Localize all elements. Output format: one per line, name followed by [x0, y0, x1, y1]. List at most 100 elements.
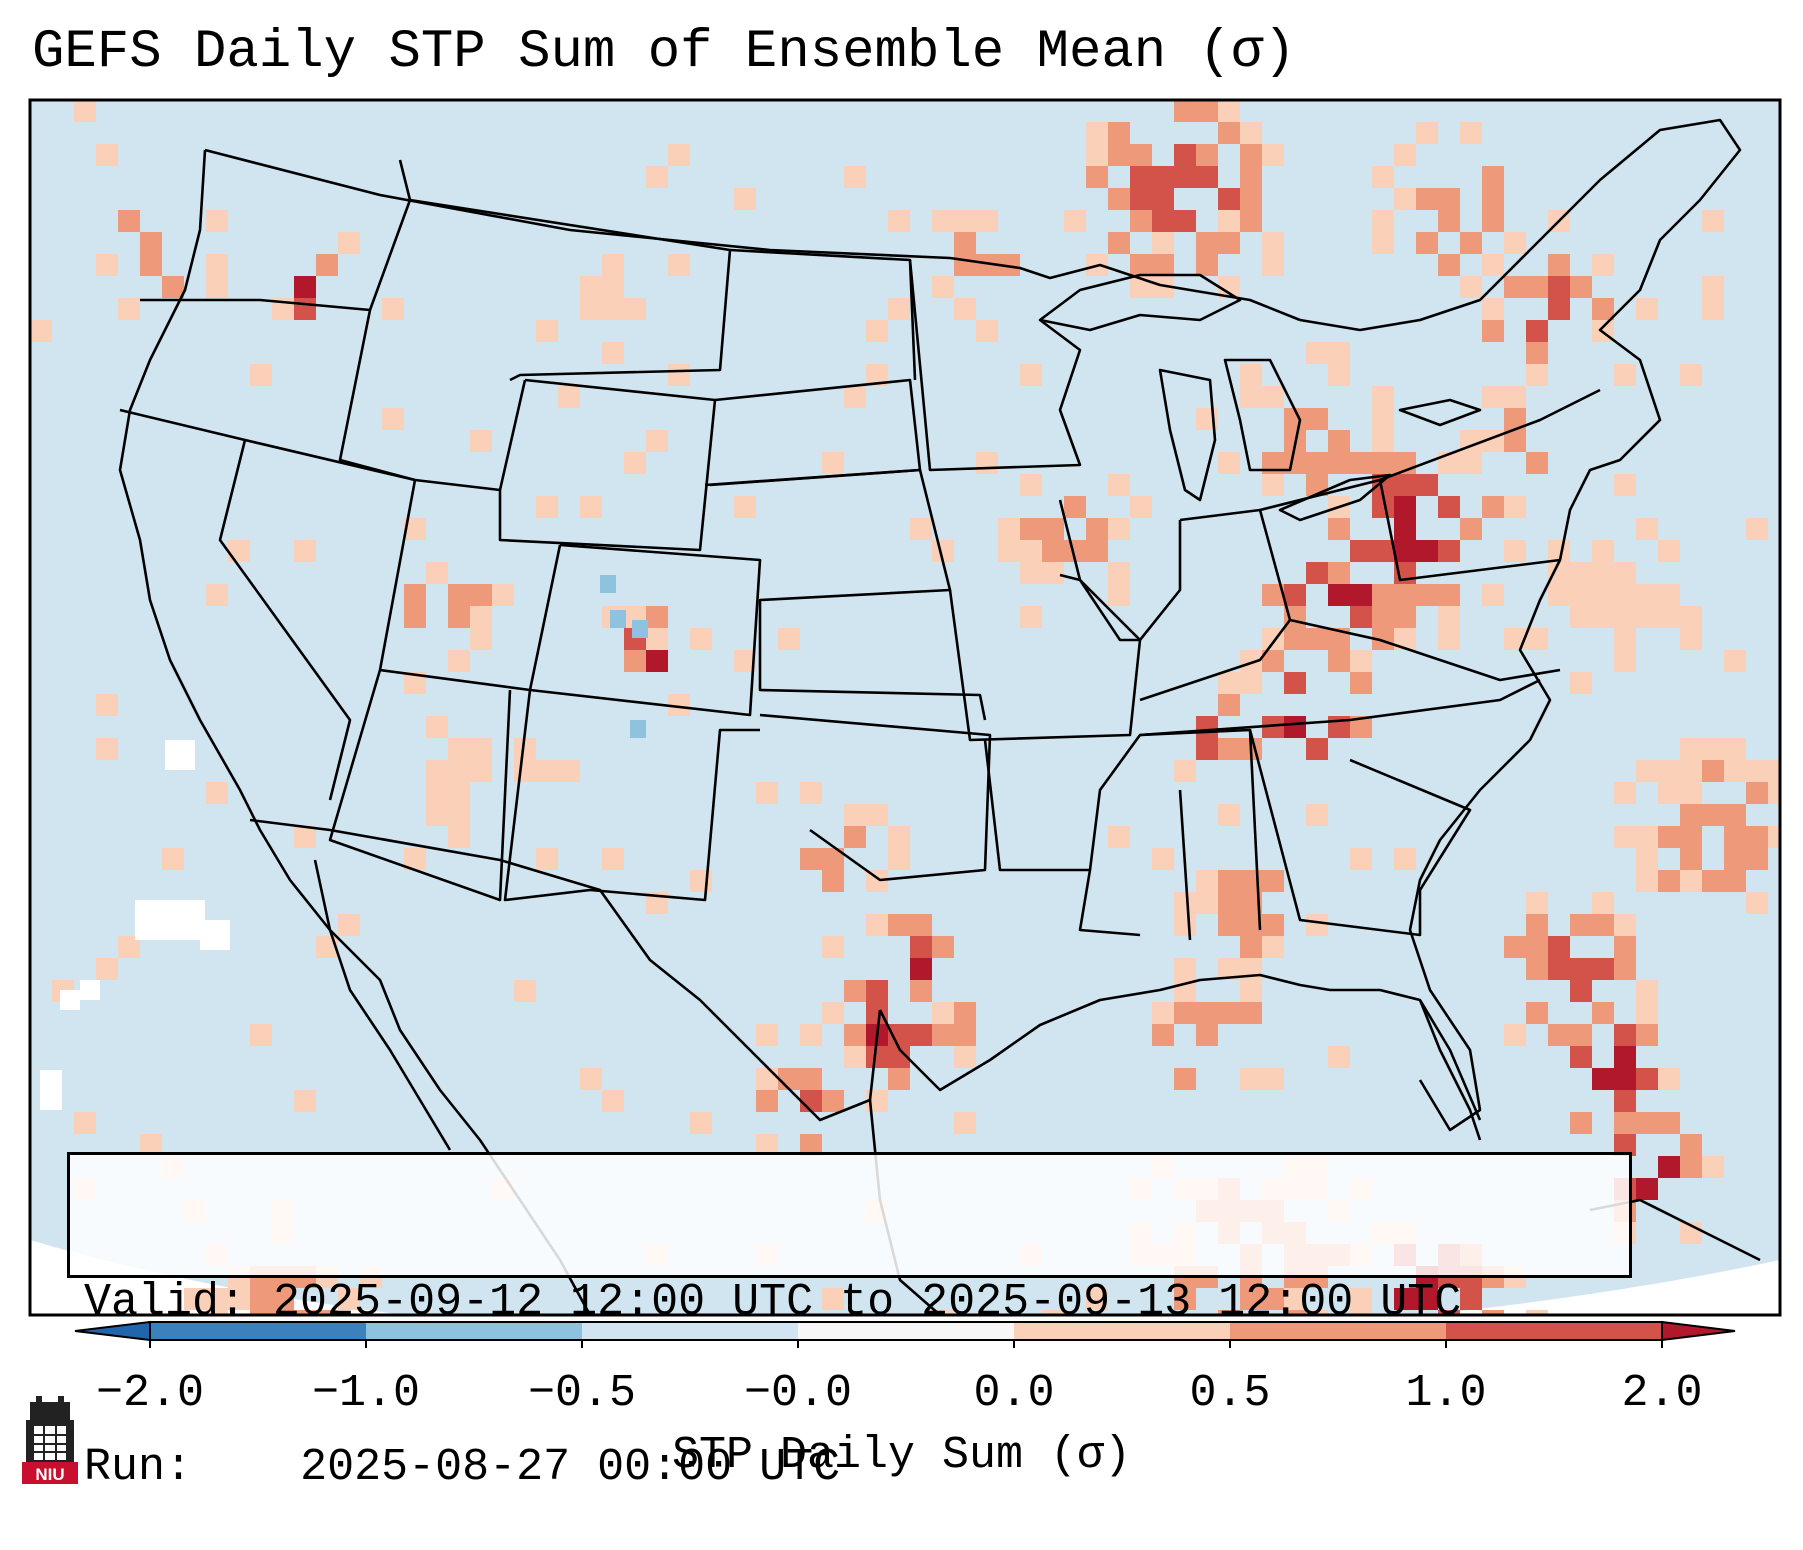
stp-cell — [426, 760, 448, 782]
lake-ontario — [1398, 398, 1482, 427]
stp-cell — [1152, 188, 1174, 210]
stp-cell — [1020, 562, 1042, 584]
stp-cell — [1636, 518, 1658, 540]
colorbar-segment — [1230, 1322, 1446, 1340]
stp-cell — [1724, 848, 1746, 870]
stp-cell — [888, 1024, 910, 1046]
stp-cell — [976, 254, 998, 276]
stp-cell — [1548, 254, 1570, 276]
stp-cell — [1592, 606, 1614, 628]
stp-cell — [778, 1068, 800, 1090]
stp-cell — [1636, 1002, 1658, 1024]
stp-cell — [646, 628, 668, 650]
stp-cell — [1570, 276, 1592, 298]
stp-cell — [910, 914, 932, 936]
stp-cell — [1482, 496, 1504, 518]
stp-cell — [734, 650, 756, 672]
stp-cell — [1592, 1068, 1614, 1090]
stp-cell — [1570, 1046, 1592, 1068]
stp-cell — [1174, 1288, 1196, 1310]
stp-cell — [1196, 738, 1218, 760]
state-boundaries — [118, 118, 1761, 1315]
stp-cell — [1592, 584, 1614, 606]
stp-cell — [1702, 210, 1724, 232]
stp-cell — [1614, 1024, 1636, 1046]
stp-cell — [206, 210, 228, 232]
stp-cell — [1702, 804, 1724, 826]
stp-cell — [558, 760, 580, 782]
stp-cell — [1152, 1024, 1174, 1046]
stp-cell — [1636, 298, 1658, 320]
stp-cell — [1328, 342, 1350, 364]
stp-cell — [1262, 914, 1284, 936]
stp-cell — [580, 1068, 602, 1090]
stp-cell — [1504, 936, 1526, 958]
stp-cell — [1438, 188, 1460, 210]
stp-cell — [1570, 1024, 1592, 1046]
stp-cell — [1196, 892, 1218, 914]
stp-cell — [1372, 452, 1394, 474]
colorbar-segment — [582, 1322, 798, 1340]
stp-cell — [470, 584, 492, 606]
stp-cell — [1262, 584, 1284, 606]
stp-cell — [1042, 518, 1064, 540]
stp-cell — [1768, 760, 1780, 782]
stp-cell — [1504, 408, 1526, 430]
stp-cell — [404, 518, 426, 540]
stp-cell — [1108, 188, 1130, 210]
stp-cell — [1086, 144, 1108, 166]
run-row: Run: 2025-08-27 00:00 UTC — [84, 1440, 1615, 1495]
stp-cell — [822, 1288, 844, 1310]
stp-cell — [1614, 584, 1636, 606]
stp-cell — [294, 826, 316, 848]
stp-cell — [1702, 870, 1724, 892]
stp-cell — [844, 980, 866, 1002]
stp-cell — [1196, 1002, 1218, 1024]
tick-label: −1.0 — [311, 1368, 421, 1419]
stp-cell — [404, 672, 426, 694]
stp-cell — [800, 848, 822, 870]
stp-cell — [1702, 276, 1724, 298]
stp-cell — [1350, 716, 1372, 738]
northeast-coast — [1299, 118, 1742, 1132]
stp-cell — [1372, 408, 1394, 430]
stp-cell — [1548, 936, 1570, 958]
state-line-il-in — [1058, 499, 1182, 642]
stp-cell — [1284, 1310, 1306, 1315]
stp-cell — [1570, 562, 1592, 584]
stp-cell — [1658, 540, 1680, 562]
stp-cell — [1548, 540, 1570, 562]
stp-cell — [1614, 1046, 1636, 1068]
stp-cell — [1680, 870, 1702, 892]
lake-huron — [1223, 358, 1302, 472]
stp-cell — [1240, 650, 1262, 672]
stp-cell — [1042, 540, 1064, 562]
stp-cell — [1614, 1090, 1636, 1112]
stp-cell — [1592, 892, 1614, 914]
stp-cell — [162, 848, 184, 870]
stp-cell — [1240, 144, 1262, 166]
stp-cell — [1108, 232, 1130, 254]
lake-erie — [1278, 473, 1392, 522]
stp-cell — [734, 496, 756, 518]
stp-cell — [602, 848, 624, 870]
stp-cell — [206, 254, 228, 276]
stp-cell — [1262, 386, 1284, 408]
stp-cell — [1416, 540, 1438, 562]
stp-cell — [1284, 716, 1306, 738]
florida — [1418, 999, 1482, 1141]
stp-cell — [1614, 936, 1636, 958]
stp-cell — [888, 1068, 910, 1090]
stp-cell — [470, 760, 492, 782]
stp-cell — [932, 210, 954, 232]
stp-cell — [954, 298, 976, 320]
stp-cell — [1614, 364, 1636, 386]
stp-cell — [1108, 474, 1130, 496]
stp-cell — [470, 430, 492, 452]
stp-cell — [866, 1002, 888, 1024]
stp-cell — [1636, 826, 1658, 848]
stp-cell — [206, 782, 228, 804]
stp-cell — [1218, 738, 1240, 760]
stp-cell — [1218, 276, 1240, 298]
stp-cell — [536, 848, 558, 870]
